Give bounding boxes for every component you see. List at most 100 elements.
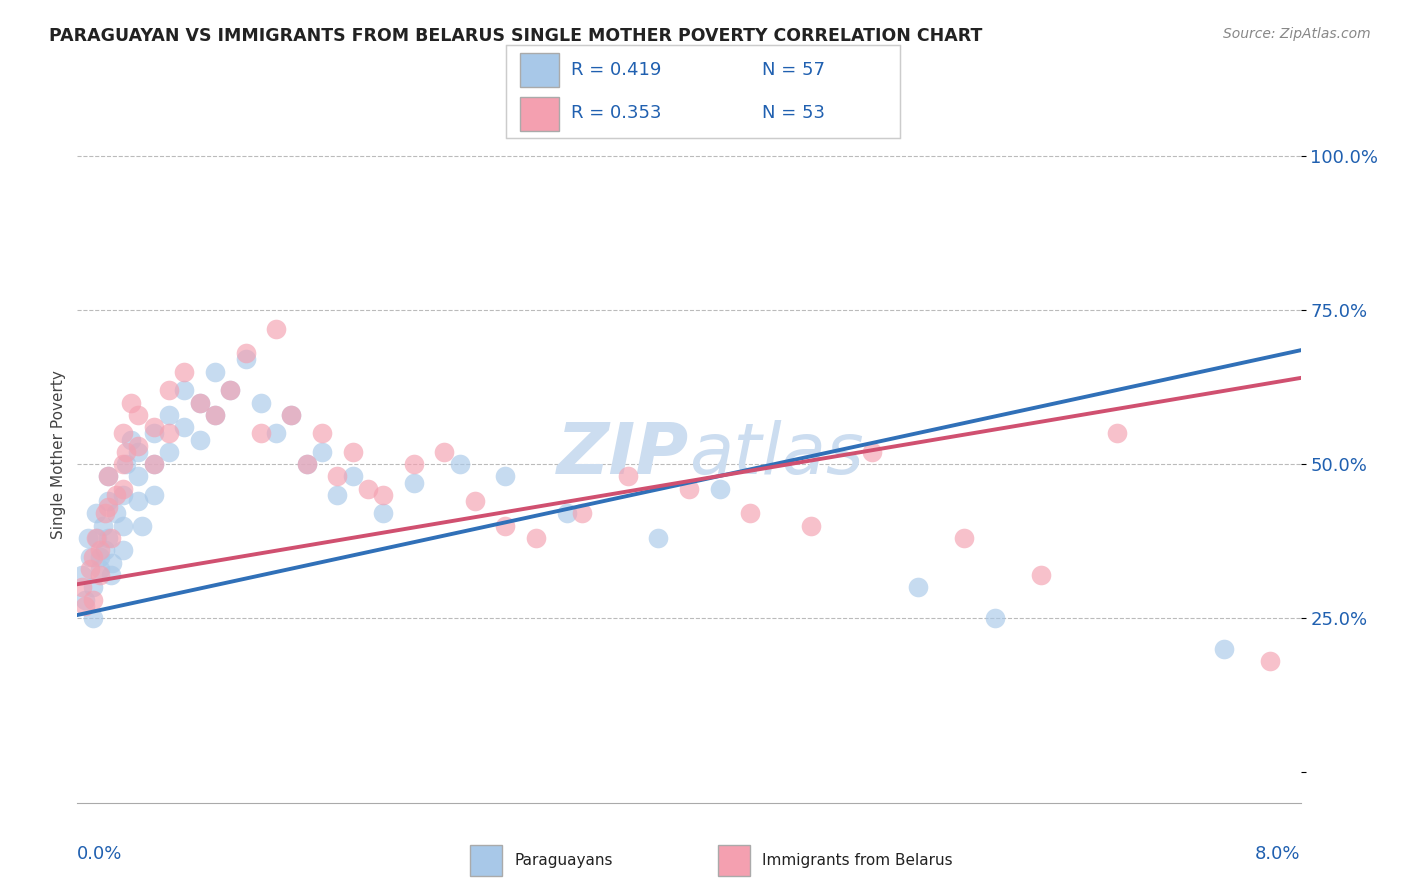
Point (112, 488, 135, 502)
Point (342, 445, 364, 459)
Point (953, 531, 976, 545)
Point (616, 469, 638, 483)
Point (127, 469, 149, 483)
Point (204, 408, 226, 422)
Point (907, 580, 929, 594)
Point (127, 445, 149, 459)
Point (100, 531, 122, 545)
Point (188, 395, 211, 409)
Point (188, 433, 211, 447)
Point (82, 611, 104, 625)
Point (104, 488, 127, 502)
Text: R = 0.419: R = 0.419 (571, 61, 661, 78)
Text: PARAGUAYAN VS IMMIGRANTS FROM BELARUS SINGLE MOTHER POVERTY CORRELATION CHART: PARAGUAYAN VS IMMIGRANTS FROM BELARUS SI… (49, 27, 983, 45)
Point (91, 518, 114, 533)
Point (89, 549, 111, 564)
Point (402, 475, 425, 490)
Point (115, 445, 138, 459)
Point (142, 488, 165, 502)
Point (280, 408, 302, 422)
Point (326, 488, 349, 502)
Point (84, 507, 107, 521)
Point (79, 549, 101, 564)
Text: 8.0%: 8.0% (1256, 845, 1301, 863)
Point (94, 543, 117, 558)
Point (112, 457, 135, 471)
Point (280, 408, 302, 422)
Point (647, 531, 669, 545)
Point (127, 494, 149, 508)
Point (100, 568, 122, 582)
Point (250, 395, 273, 409)
Point (173, 420, 195, 434)
Point (204, 408, 226, 422)
Text: atlas: atlas (689, 420, 863, 490)
FancyBboxPatch shape (520, 97, 560, 131)
Point (94, 507, 117, 521)
Point (740, 507, 762, 521)
Point (142, 457, 165, 471)
Text: N = 53: N = 53 (762, 104, 825, 122)
Point (97, 531, 120, 545)
Y-axis label: Single Mother Poverty: Single Mother Poverty (51, 370, 66, 540)
Point (142, 426, 165, 441)
Point (449, 457, 471, 471)
Point (311, 426, 333, 441)
Point (84, 531, 107, 545)
Point (120, 433, 142, 447)
Point (70, 580, 93, 594)
Point (1029, 568, 1052, 582)
Point (188, 395, 211, 409)
Point (204, 365, 226, 379)
Point (97, 469, 120, 483)
Point (326, 469, 349, 483)
Text: R = 0.353: R = 0.353 (571, 104, 662, 122)
Point (1213, 641, 1236, 656)
Point (73, 592, 96, 607)
Point (112, 482, 135, 496)
Point (800, 518, 823, 533)
Point (678, 482, 700, 496)
Point (371, 507, 394, 521)
Point (371, 488, 394, 502)
Point (112, 543, 135, 558)
Point (131, 518, 153, 533)
Point (97, 469, 120, 483)
Point (97, 494, 120, 508)
Point (235, 346, 257, 360)
Point (112, 518, 135, 533)
Point (464, 494, 486, 508)
Point (112, 426, 135, 441)
Point (250, 426, 273, 441)
Point (295, 457, 318, 471)
Point (157, 445, 180, 459)
Point (120, 395, 142, 409)
Point (82, 592, 104, 607)
Point (89, 568, 111, 582)
Point (173, 384, 195, 398)
Point (342, 469, 364, 483)
Text: Paraguayans: Paraguayans (515, 854, 613, 868)
Point (495, 469, 517, 483)
Point (295, 457, 318, 471)
Text: Immigrants from Belarus: Immigrants from Belarus (762, 854, 953, 868)
Point (157, 408, 180, 422)
Point (219, 384, 242, 398)
Point (235, 352, 257, 367)
Point (157, 384, 180, 398)
Point (77, 531, 100, 545)
Point (82, 549, 104, 564)
Point (79, 562, 101, 576)
Point (97, 500, 120, 515)
Point (984, 611, 1007, 625)
Text: Source: ZipAtlas.com: Source: ZipAtlas.com (1223, 27, 1371, 41)
Point (219, 384, 242, 398)
Point (89, 562, 111, 576)
Point (101, 556, 124, 570)
FancyBboxPatch shape (718, 846, 751, 876)
Point (1107, 426, 1129, 441)
Point (571, 507, 593, 521)
Point (357, 482, 380, 496)
Point (104, 507, 127, 521)
Point (127, 439, 149, 453)
